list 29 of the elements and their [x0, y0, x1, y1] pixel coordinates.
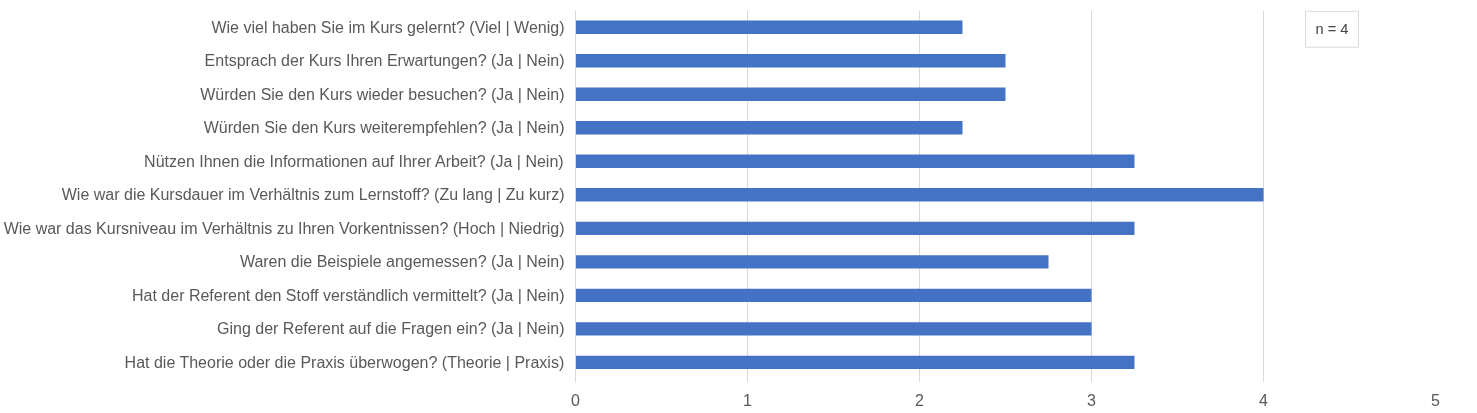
y-tick-label: Ging der Referent auf die Fragen ein? (Ja | Nein): [217, 320, 565, 338]
x-tick-label: 1: [743, 391, 753, 409]
bar: [575, 255, 1049, 269]
y-tick-label: Hat der Referent den Stoff verständlich vermittelt? (Ja | Nein): [132, 286, 565, 304]
y-tick-label: Hat die Theorie oder die Praxis überwogen? (Theorie | Praxis): [124, 353, 565, 371]
y-tick-label: Wie war das Kursniveau im Verhältnis zu Ihren Vorkentnissen? (Hoch | Niedrig): [3, 219, 565, 237]
bar: [575, 355, 1135, 370]
annotation: n = 4: [1315, 21, 1349, 38]
x-tick-label: 4: [1259, 391, 1269, 409]
y-tick-label: Würden Sie den Kurs wieder besuchen? (Ja | Nein): [200, 85, 565, 103]
bar: [575, 54, 1006, 68]
bar: [575, 121, 963, 135]
x-tick-label: 3: [1087, 391, 1097, 409]
bar: [575, 20, 963, 34]
bar: [575, 154, 1135, 169]
x-tick-label: 5: [1431, 391, 1441, 409]
x-tick-label: 0: [571, 391, 581, 409]
bar: [575, 87, 1006, 101]
bar: [575, 288, 1092, 303]
y-tick-label: Wie viel haben Sie im Kurs gelernt? (Viel | Wenig): [211, 18, 565, 36]
x-tick-label: 2: [915, 391, 925, 409]
y-tick-label: Würden Sie den Kurs weiterempfehlen? (Ja | Nein): [203, 119, 565, 137]
bar: [575, 322, 1092, 336]
y-tick-label: Waren die Beispiele angemessen? (Ja | Nein): [239, 253, 565, 271]
y-tick-label: Wie war die Kursdauer im Verhältnis zum Lernstoff? (Zu lang | Zu kurz): [61, 186, 565, 204]
y-tick-label: Entsprach der Kurs Ihren Erwartungen? (Ja | Nein): [204, 52, 565, 70]
bar: [575, 188, 1264, 202]
y-tick-label: Nützen Ihnen die Informationen auf Ihrer Arbeit? (Ja | Nein): [144, 152, 564, 170]
bar: [575, 221, 1135, 236]
